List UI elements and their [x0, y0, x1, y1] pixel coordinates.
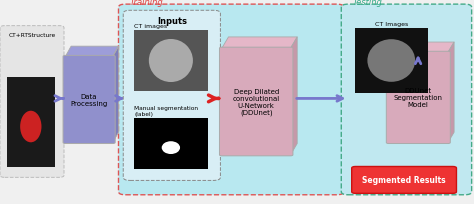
Text: Deep Dilated
convolutional
U-Network
(DDUnet): Deep Dilated convolutional U-Network (DD… — [233, 88, 280, 116]
FancyBboxPatch shape — [123, 11, 220, 181]
Text: CT images: CT images — [134, 24, 167, 29]
Polygon shape — [113, 47, 118, 143]
Text: CT+RTStructure: CT+RTStructure — [9, 33, 55, 38]
Polygon shape — [389, 43, 454, 53]
Polygon shape — [222, 38, 297, 49]
Polygon shape — [65, 47, 118, 57]
FancyBboxPatch shape — [118, 5, 344, 195]
Text: Testing: Testing — [352, 0, 382, 7]
Text: Training: Training — [129, 0, 163, 7]
Polygon shape — [291, 38, 297, 155]
Polygon shape — [448, 43, 454, 143]
Ellipse shape — [20, 111, 42, 143]
Ellipse shape — [162, 142, 180, 154]
Text: Data
Processing: Data Processing — [71, 93, 108, 106]
Ellipse shape — [367, 40, 415, 82]
Bar — [7, 78, 55, 167]
Text: Inputs: Inputs — [157, 17, 187, 26]
Text: Manual segmentation
(label): Manual segmentation (label) — [134, 105, 198, 116]
FancyBboxPatch shape — [219, 48, 293, 156]
FancyBboxPatch shape — [0, 27, 64, 177]
Ellipse shape — [149, 40, 193, 83]
FancyBboxPatch shape — [341, 5, 472, 195]
Text: Segmented Results: Segmented Results — [362, 176, 446, 184]
Bar — [134, 31, 208, 92]
Bar — [134, 118, 208, 169]
FancyBboxPatch shape — [352, 167, 456, 193]
FancyBboxPatch shape — [63, 56, 115, 144]
Text: CT Images: CT Images — [374, 22, 408, 27]
Bar — [355, 29, 428, 94]
Text: DDUnet
Segmentation
Model: DDUnet Segmentation Model — [394, 88, 443, 108]
FancyBboxPatch shape — [386, 52, 450, 144]
